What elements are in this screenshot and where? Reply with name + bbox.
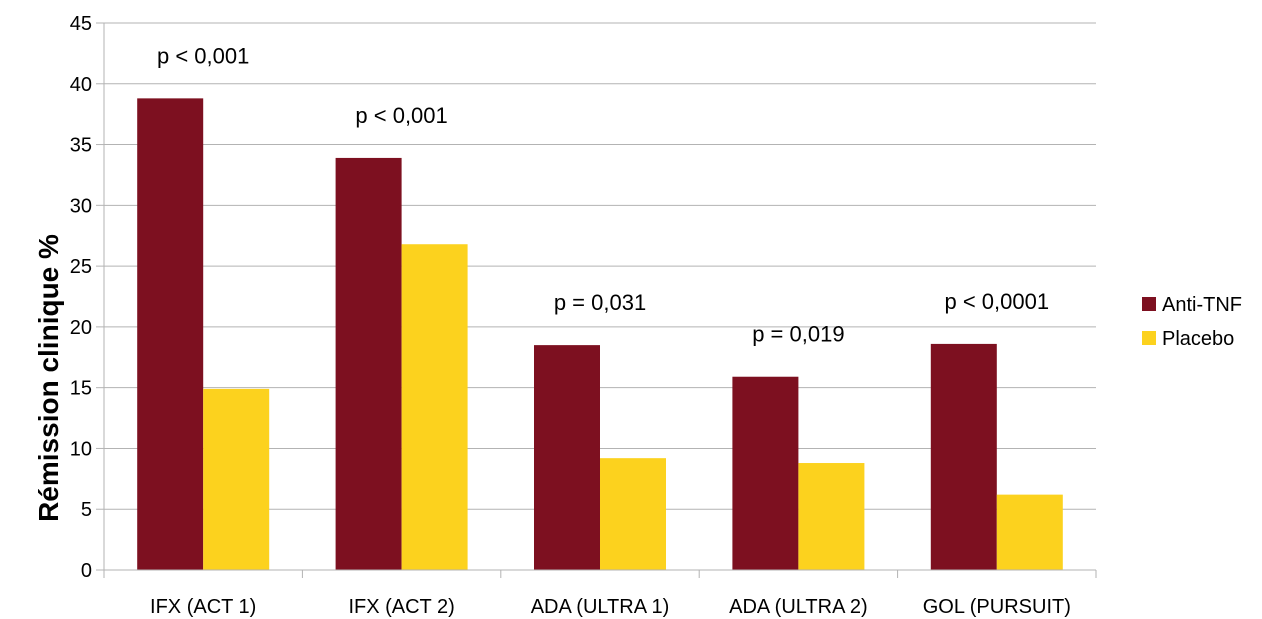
y-tick-label: 40 bbox=[70, 74, 92, 96]
y-tick-label: 0 bbox=[81, 560, 92, 582]
p-value-label: p < 0,001 bbox=[157, 43, 249, 68]
bars bbox=[137, 98, 1063, 570]
p-value-label: p < 0,001 bbox=[355, 103, 447, 128]
legend-swatch-anti-tnf bbox=[1142, 297, 1156, 311]
p-value-annotations: p < 0,001 p < 0,001 p = 0,031 p = 0,019 p < … bbox=[157, 43, 1049, 346]
legend-label-placebo: Placebo bbox=[1162, 328, 1234, 350]
bar-anti-tnf bbox=[534, 345, 600, 570]
y-tick-label: 5 bbox=[81, 499, 92, 521]
p-value-label: p < 0,0001 bbox=[944, 289, 1049, 314]
x-tick-label: ADA (ULTRA 2) bbox=[729, 596, 868, 618]
y-tick-label: 20 bbox=[70, 317, 92, 339]
bar-placebo bbox=[600, 458, 666, 570]
grid-lines bbox=[104, 22, 1096, 510]
x-tick-label: ADA (ULTRA 1) bbox=[531, 596, 670, 618]
y-tick-label: 30 bbox=[70, 195, 92, 217]
x-tick-label: IFX (ACT 2) bbox=[348, 596, 454, 618]
y-tick-label: 45 bbox=[70, 13, 92, 35]
y-tick-label: 35 bbox=[70, 135, 92, 157]
bar-placebo bbox=[401, 244, 468, 570]
y-axis-label: Rémission clinique % bbox=[33, 234, 64, 522]
legend: Anti-TNF Placebo bbox=[1142, 294, 1242, 350]
y-tick-label: 15 bbox=[70, 378, 92, 400]
legend-swatch-placebo bbox=[1142, 331, 1156, 345]
p-value-label: p = 0,019 bbox=[752, 322, 844, 347]
y-tick-labels: 0 5 10 15 20 25 30 35 40 45 bbox=[70, 13, 92, 582]
bar-anti-tnf bbox=[930, 343, 997, 570]
legend-label-anti-tnf: Anti-TNF bbox=[1162, 294, 1242, 316]
bar-anti-tnf bbox=[137, 98, 204, 570]
p-value-label: p = 0,031 bbox=[554, 290, 646, 315]
y-tick-label: 10 bbox=[70, 438, 92, 460]
x-tick-label: IFX (ACT 1) bbox=[150, 596, 256, 618]
axes bbox=[96, 22, 1097, 578]
x-tick-label: GOL (PURSUIT) bbox=[923, 596, 1071, 618]
x-tick-labels: IFX (ACT 1) IFX (ACT 2) ADA (ULTRA 1) ADA (… bbox=[150, 596, 1071, 618]
bar-placebo bbox=[203, 388, 270, 570]
bar-anti-tnf bbox=[335, 157, 402, 570]
bar-anti-tnf bbox=[732, 376, 799, 570]
bar-placebo bbox=[798, 463, 865, 570]
bar-placebo bbox=[996, 494, 1063, 570]
y-tick-label: 25 bbox=[70, 256, 92, 278]
